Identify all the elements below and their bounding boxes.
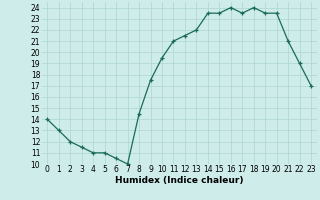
X-axis label: Humidex (Indice chaleur): Humidex (Indice chaleur) [115, 176, 244, 185]
